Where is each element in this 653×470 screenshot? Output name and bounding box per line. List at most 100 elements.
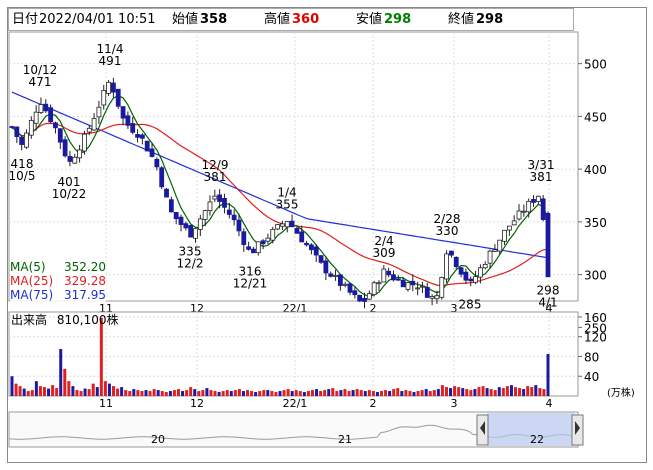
- volume-bar: [351, 390, 355, 396]
- volume-bar: [294, 390, 298, 396]
- candle-body: [154, 158, 160, 168]
- volume-bar: [278, 391, 282, 396]
- candle-body: [106, 81, 111, 94]
- candle-body: [207, 201, 213, 212]
- time-tick-label: 4: [546, 302, 553, 315]
- candle-body: [299, 231, 305, 243]
- volume-bar: [87, 389, 91, 396]
- volume-tick-label: 120: [584, 331, 607, 345]
- volume-bar: [298, 391, 302, 396]
- volume-bars: [10, 317, 550, 396]
- volume-bar: [432, 390, 436, 396]
- candle-body: [130, 123, 136, 133]
- candle-body: [463, 271, 469, 281]
- candle-body: [159, 167, 165, 188]
- candle-body: [222, 198, 227, 208]
- candle-body: [434, 295, 440, 300]
- volume-bar: [168, 391, 172, 396]
- candle-body: [164, 188, 169, 198]
- volume-bar: [156, 390, 160, 396]
- volume-bar: [363, 391, 367, 396]
- date-label: 日付: [12, 12, 39, 27]
- open-value: 358: [200, 12, 228, 27]
- volume-bar: [400, 391, 404, 396]
- candle-body: [111, 82, 116, 93]
- volume-bar: [250, 391, 254, 396]
- candle-body: [139, 134, 145, 139]
- price-tick-label: 300: [584, 269, 607, 283]
- price-tick-label: 400: [584, 163, 607, 177]
- volume-bar: [189, 387, 193, 396]
- annotation-label: 12/9: [202, 158, 229, 172]
- volume-bar: [534, 385, 538, 396]
- volume-bar: [55, 388, 59, 396]
- volume-bar: [136, 390, 140, 396]
- volume-bar: [375, 392, 379, 396]
- low-label: 安値: [356, 12, 383, 27]
- volume-bar: [367, 390, 371, 396]
- volume-bar: [384, 390, 388, 396]
- volume-bar: [197, 391, 201, 396]
- price-tick-label: 500: [584, 58, 607, 72]
- candle-body: [502, 229, 507, 242]
- volume-bar: [449, 388, 453, 396]
- volume-bar: [481, 386, 485, 396]
- volume-value: 810,100株: [56, 313, 119, 327]
- volume-bar: [469, 390, 473, 396]
- range-navigator: 20 21 22: [8, 411, 584, 448]
- volume-bar: [67, 381, 71, 396]
- legend-ma5: MA(5) 352.20: [10, 260, 106, 274]
- candle-body: [458, 267, 464, 275]
- volume-bar: [416, 391, 420, 396]
- volume-time-label: 12: [190, 397, 204, 410]
- candle-body: [173, 211, 179, 220]
- close-value: 298: [476, 12, 504, 27]
- candle-body: [120, 106, 126, 119]
- volume-bar: [290, 391, 294, 396]
- candle-body: [241, 231, 247, 245]
- candle-body: [487, 250, 493, 264]
- candle-body: [429, 296, 435, 299]
- legend-ma75-label: MA(75): [10, 288, 54, 302]
- volume-bar: [473, 389, 477, 396]
- candle-body: [57, 128, 63, 143]
- volume-bar: [18, 386, 22, 396]
- volume-bar: [440, 385, 444, 396]
- candle-body: [308, 244, 314, 251]
- candlesticks: [9, 77, 551, 309]
- volume-bar: [205, 388, 209, 396]
- candle-body: [255, 241, 261, 254]
- candle-body: [33, 111, 39, 124]
- volume-bar: [144, 390, 148, 396]
- candle-body: [337, 274, 343, 286]
- candle-body: [526, 200, 532, 213]
- volume-time-label: 3: [451, 397, 458, 410]
- volume-bar: [112, 386, 116, 396]
- candle-body: [38, 104, 44, 113]
- candle-body: [444, 253, 449, 280]
- volume-bar: [103, 381, 107, 396]
- candle-body: [260, 240, 266, 245]
- volume-bar: [310, 390, 314, 396]
- chevron-right-icon[interactable]: [575, 421, 580, 435]
- volume-bar: [359, 390, 363, 396]
- legend-ma75: MA(75) 317.95: [10, 288, 106, 302]
- chevron-left-icon[interactable]: [480, 421, 485, 435]
- candle-body: [424, 286, 430, 298]
- candle-body: [313, 246, 319, 256]
- legend-ma25-value: 329.28: [64, 274, 106, 288]
- candle-body: [420, 285, 425, 288]
- candle-body: [545, 213, 551, 278]
- volume-bar: [274, 392, 278, 396]
- volume-bar: [493, 390, 497, 396]
- candle-body: [96, 106, 102, 118]
- candle-body: [149, 148, 155, 157]
- candle-body: [82, 133, 87, 152]
- volume-bar: [99, 317, 103, 396]
- legend-ma75-value: 317.95: [64, 288, 106, 302]
- candle-body: [506, 225, 512, 231]
- candle-body: [183, 223, 189, 229]
- price-tick-label: 350: [584, 216, 607, 230]
- candle-body: [381, 268, 387, 283]
